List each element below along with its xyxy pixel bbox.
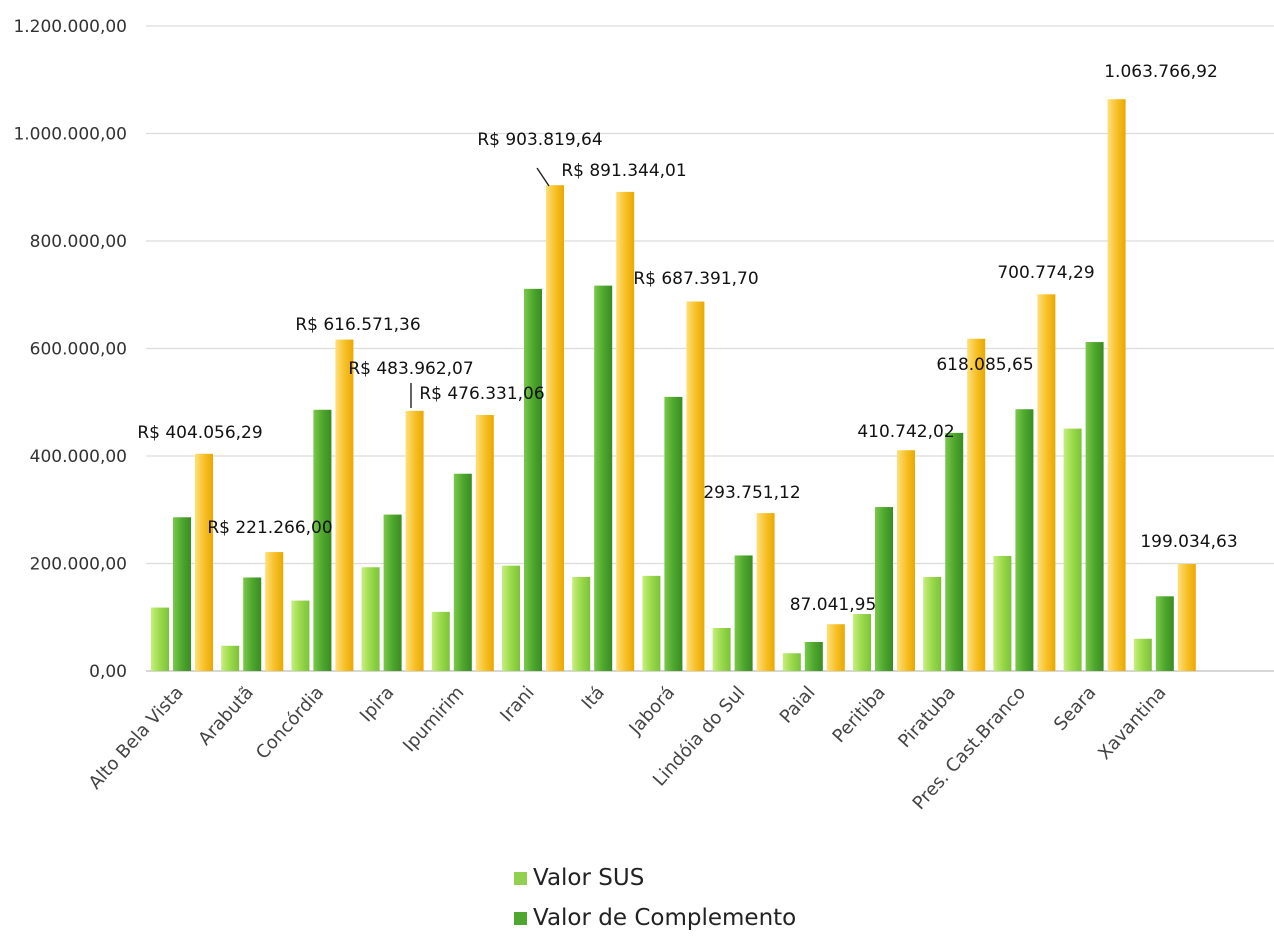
bar-valor-de-complemento	[1085, 342, 1104, 671]
legend-label: Valor SUS	[533, 865, 645, 891]
data-labels: R$ 404.056,29 R$ 221.266,00 R$ 616.571,36 R…	[137, 62, 1237, 615]
bar-valor-de-complemento	[875, 507, 893, 671]
data-label: 700.774,29	[997, 263, 1094, 283]
bar-valor-de-complemento	[243, 577, 262, 671]
bars	[151, 99, 1196, 671]
x-tick-label: Seara	[1050, 682, 1100, 735]
data-label: R$ 221.266,00	[207, 518, 332, 538]
y-axis: 0,00 200.000,00 400.000,00 600.000,00 800.00…	[13, 17, 127, 682]
bar-valor-de-complemento	[1015, 409, 1034, 671]
bar-valor-de-complemento	[524, 288, 542, 671]
bar-valor-de-complemento	[804, 641, 823, 671]
legend-swatch-valor-sus	[514, 871, 527, 885]
y-tick-label: 600.000,00	[30, 340, 127, 360]
bar-total	[546, 185, 564, 671]
y-tick-label: 400.000,00	[30, 447, 127, 467]
leader-lines	[410, 167, 550, 408]
bar-total	[475, 414, 494, 671]
x-tick-label: Xavantina	[1094, 682, 1170, 764]
x-tick-label: Alto Bela Vista	[85, 682, 188, 793]
x-tick-label: Concórdia	[252, 682, 328, 763]
data-label: 618.085,65	[936, 355, 1033, 375]
bar-valor-sus	[572, 576, 591, 671]
x-tick-label: Peritiba	[828, 682, 889, 747]
bar-valor-de-complemento	[1155, 596, 1174, 671]
bar-valor-sus	[151, 607, 169, 671]
bar-total	[756, 513, 775, 671]
legend-item-valor-de-complemento: Valor de Complemento	[514, 898, 796, 938]
bar-valor-sus	[712, 628, 731, 671]
bar-total	[1177, 564, 1196, 671]
x-tick-label: Ipumirim	[399, 682, 469, 756]
bar-total	[405, 410, 424, 671]
leader-line-irani	[536, 167, 550, 187]
data-label: 410.742,02	[857, 422, 954, 442]
bar-total	[265, 552, 284, 671]
bar-total	[1037, 294, 1056, 671]
bar-valor-sus	[431, 611, 450, 671]
legend: Valor SUS Valor de Complemento	[514, 858, 796, 938]
data-label: R$ 404.056,29	[137, 423, 262, 443]
bar-valor-de-complemento	[453, 473, 472, 671]
bar-valor-sus	[1133, 638, 1152, 671]
data-label: R$ 687.391,70	[633, 269, 758, 289]
bar-valor-de-complemento	[734, 555, 753, 671]
y-tick-label: 200.000,00	[30, 555, 127, 575]
x-tick-label: Arabutã	[194, 682, 258, 749]
x-tick-label: Jaborá	[625, 682, 680, 739]
data-label: R$ 616.571,36	[295, 315, 420, 335]
bar-total	[897, 450, 915, 671]
bar-total	[1107, 99, 1126, 671]
data-label: R$ 903.819,64	[477, 130, 602, 150]
data-label: R$ 483.962,07	[348, 359, 473, 379]
bar-valor-de-complemento	[664, 396, 683, 671]
legend-item-valor-sus: Valor SUS	[514, 858, 796, 898]
bar-total	[616, 191, 635, 671]
bar-total	[826, 624, 845, 671]
bar-valor-sus	[221, 645, 240, 671]
bar-total	[686, 301, 705, 671]
y-tick-label: 1.200.000,00	[13, 17, 127, 37]
bar-valor-de-complemento	[173, 517, 191, 671]
bar-valor-sus	[291, 600, 310, 671]
legend-swatch-valor-de-complemento	[514, 911, 527, 925]
data-label: R$ 891.344,01	[561, 161, 686, 181]
y-tick-label: 0,00	[89, 662, 127, 682]
x-tick-label: Itá	[578, 682, 609, 713]
y-tick-label: 1.000.000,00	[13, 125, 127, 145]
bar-valor-sus	[1063, 428, 1082, 671]
data-label: 87.041,95	[790, 595, 877, 615]
data-label: 293.751,12	[703, 483, 800, 503]
bar-valor-de-complemento	[313, 409, 332, 671]
bar-total	[335, 339, 354, 671]
bar-valor-de-complemento	[594, 285, 613, 671]
data-label: R$ 476.331,06	[419, 384, 544, 404]
bar-total	[195, 453, 213, 671]
y-tick-label: 800.000,00	[30, 232, 127, 252]
data-label: 1.063.766,92	[1104, 62, 1218, 82]
bar-valor-sus	[853, 614, 871, 671]
data-label: 199.034,63	[1140, 532, 1237, 552]
bar-total	[967, 338, 986, 671]
bar-valor-sus	[361, 567, 380, 671]
bar-valor-sus	[993, 555, 1012, 671]
x-tick-label: Ipira	[356, 682, 398, 726]
bar-valor-de-complemento	[945, 432, 964, 671]
bar-valor-sus	[642, 575, 661, 671]
bar-valor-sus	[502, 565, 520, 671]
x-tick-label: Irani	[496, 682, 538, 726]
bar-valor-sus	[782, 653, 801, 671]
x-tick-label: Paial	[776, 682, 820, 727]
legend-label: Valor de Complemento	[533, 905, 797, 931]
bar-valor-de-complemento	[383, 514, 402, 671]
bar-valor-sus	[923, 576, 942, 671]
x-tick-label: Piratuba	[894, 682, 960, 752]
